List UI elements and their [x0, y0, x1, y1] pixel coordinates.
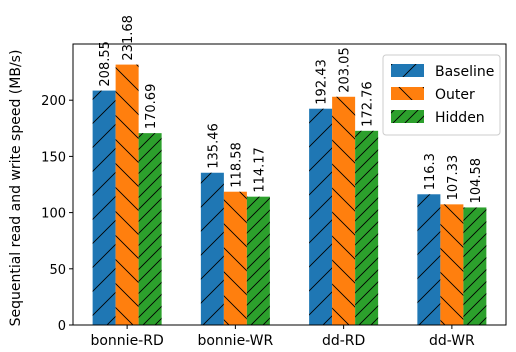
bar-baseline-dd-wr: [417, 194, 441, 325]
bar-outer-dd-wr: [440, 204, 464, 325]
value-label: 231.68: [121, 15, 136, 61]
y-tick-label: 150: [41, 150, 66, 165]
value-label: 208.55: [98, 41, 113, 87]
x-tick-label: dd-RD: [322, 333, 365, 349]
legend-swatch-baseline: [391, 64, 424, 77]
x-tick-label: dd-WR: [429, 333, 475, 349]
bars-group: [92, 64, 487, 326]
bar-hidden-bonnie-rd: [138, 133, 162, 325]
bar-outer-dd-rd: [332, 96, 356, 326]
y-tick-label: 200: [41, 94, 66, 109]
bar-baseline-bonnie-wr: [200, 172, 224, 325]
value-label: 114.17: [252, 147, 267, 193]
value-label: 107.33: [446, 155, 461, 201]
legend-swatch-outer: [391, 87, 424, 100]
value-label: 135.46: [206, 123, 221, 169]
axes-group: bonnie-RD bonnie-WR dd-RD dd-WR 0 50 100 150 200: [41, 43, 507, 349]
bar-outer-bonnie-wr: [223, 191, 247, 325]
value-labels-group: 208.55 231.68 170.69 135.46 118.58 114.17 192.…: [98, 15, 484, 203]
plot-frame: [72, 43, 507, 326]
legend-label-hidden: Hidden: [435, 110, 485, 126]
y-tick-label: 50: [49, 263, 66, 278]
x-tick-label: bonnie-RD: [90, 333, 163, 349]
y-tick-label: 0: [58, 319, 66, 334]
x-tick-label: bonnie-WR: [197, 333, 273, 349]
value-label: 104.58: [469, 158, 484, 204]
y-tick-label: 100: [41, 207, 66, 222]
bar-baseline-bonnie-rd: [92, 90, 116, 325]
legend-label-baseline: Baseline: [435, 64, 494, 80]
value-label: 203.05: [338, 47, 353, 93]
value-label: 192.43: [315, 59, 330, 105]
bar-hidden-dd-rd: [355, 130, 379, 325]
legend-label-outer: Outer: [435, 87, 475, 103]
bar-hidden-bonnie-wr: [246, 196, 270, 325]
value-label: 172.76: [361, 81, 376, 127]
value-label: 116.3: [423, 153, 438, 190]
bar-baseline-dd-rd: [309, 108, 333, 325]
bar-hidden-dd-wr: [463, 207, 487, 325]
y-axis-label: Sequential read and write speed (MB/s): [8, 50, 24, 327]
legend: Baseline Outer Hidden: [382, 54, 501, 136]
legend-swatch-hidden: [391, 110, 424, 123]
bar-outer-bonnie-rd: [115, 64, 139, 326]
value-label: 118.58: [229, 142, 244, 188]
value-label: 170.69: [144, 84, 159, 130]
